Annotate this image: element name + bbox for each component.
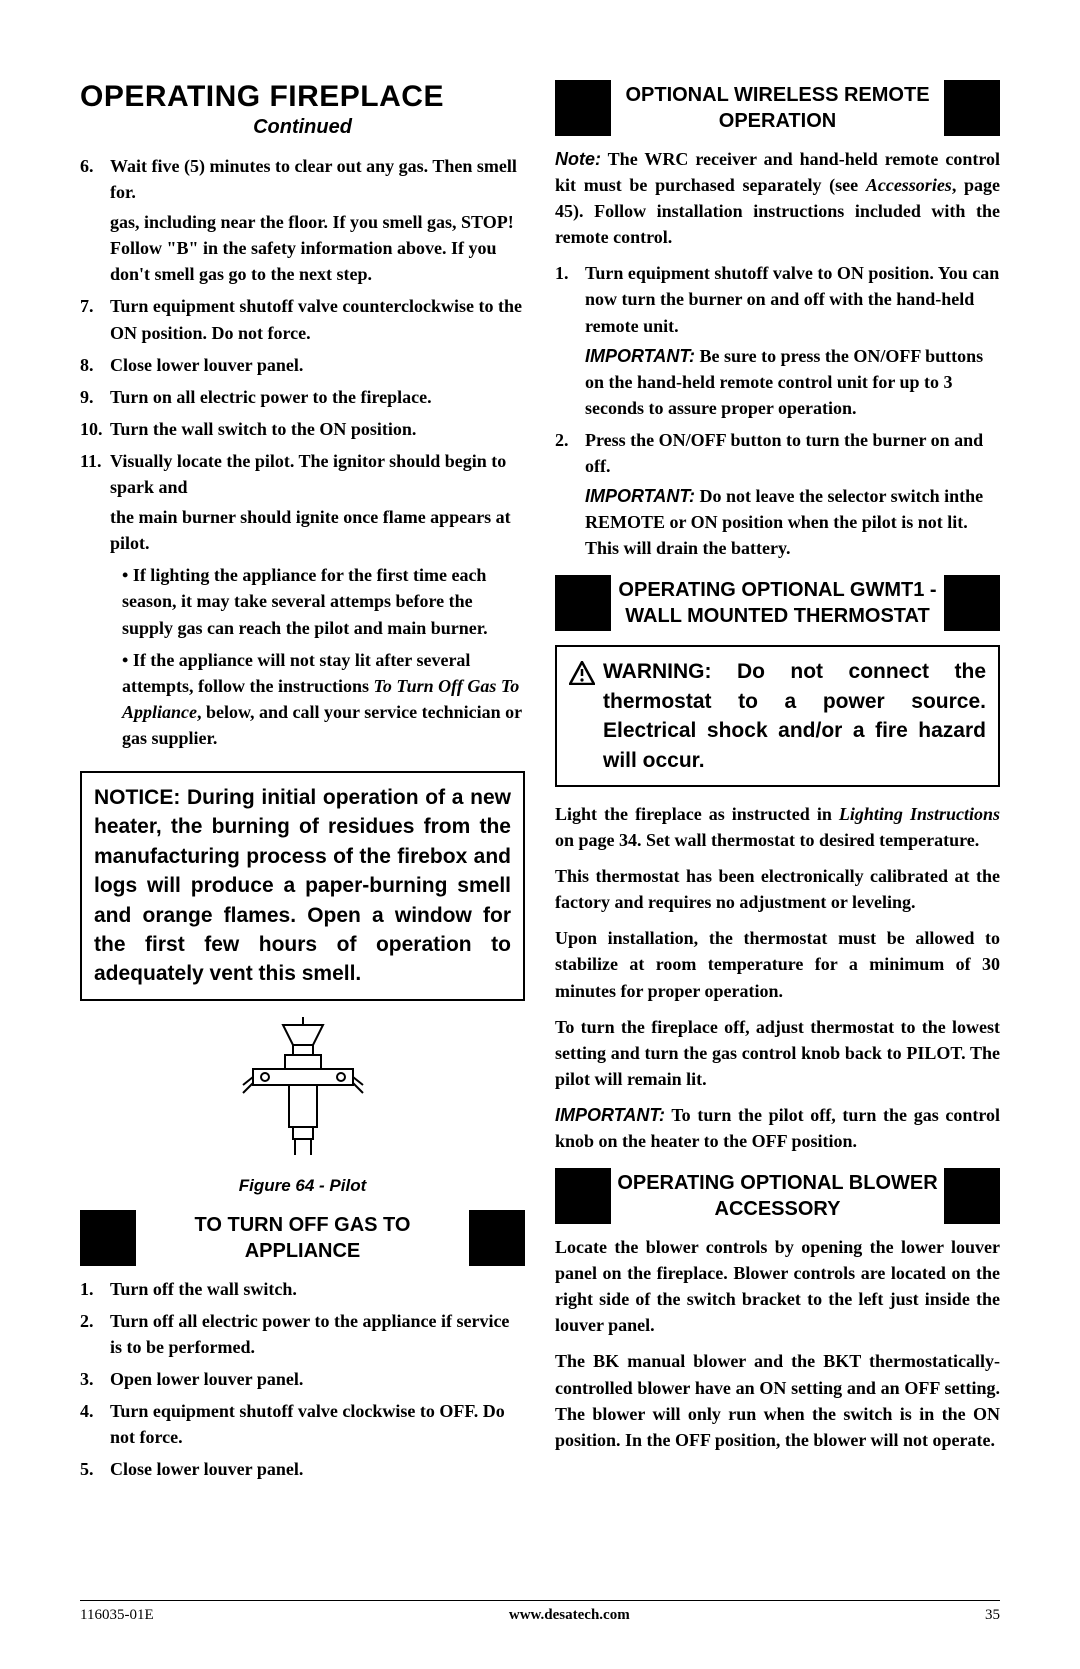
section-header-turnoff: TO TURN OFF GAS TO APPLIANCE (80, 1210, 525, 1266)
important-note: IMPORTANT: Be sure to press the ON/OFF b… (585, 343, 1000, 421)
step-number: 10. (80, 416, 110, 442)
header-bar (555, 575, 611, 631)
header-bar (80, 1210, 136, 1266)
header-bar (555, 80, 611, 136)
right-column: OPTIONAL WIRELESS REMOTE OPERATION Note:… (555, 80, 1000, 1488)
list-item: 3.Open lower louver panel. (80, 1366, 525, 1392)
list-item: 7. Turn equipment shutoff valve counterc… (80, 293, 525, 345)
list-item: 8. Close lower louver panel. (80, 352, 525, 378)
list-item: 10. Turn the wall switch to the ON posit… (80, 416, 525, 442)
list-item: 6. Wait five (5) minutes to clear out an… (80, 153, 525, 287)
blower-p2: The BK manual blower and the BKT thermos… (555, 1348, 1000, 1452)
notice-box: NOTICE: During initial operation of a ne… (80, 771, 525, 1001)
thermostat-p3: Upon installation, the thermostat must b… (555, 925, 1000, 1003)
left-column: OPERATING FIREPLACE Continued 6. Wait fi… (80, 80, 525, 1488)
section-header-thermostat: OPERATING OPTIONAL GWMT1 - WALL MOUNTED … (555, 575, 1000, 631)
header-bar (469, 1210, 525, 1266)
warning-icon (569, 661, 595, 685)
thermostat-p2: This thermostat has been electronically … (555, 863, 1000, 915)
pilot-figure (80, 1017, 525, 1172)
section-header-blower: OPERATING OPTIONAL BLOWER ACCESSORY (555, 1168, 1000, 1224)
section-header-wireless: OPTIONAL WIRELESS REMOTE OPERATION (555, 80, 1000, 136)
page-columns: OPERATING FIREPLACE Continued 6. Wait fi… (80, 80, 1000, 1488)
header-bar (944, 1168, 1000, 1224)
thermostat-p1: Light the fireplace as instructed in Lig… (555, 801, 1000, 853)
important-note: IMPORTANT: To turn the pilot off, turn t… (555, 1102, 1000, 1154)
step-number: 11. (80, 448, 110, 757)
pilot-icon (223, 1017, 383, 1167)
list-item: 2.Turn off all electric power to the app… (80, 1308, 525, 1360)
header-title: TO TURN OFF GAS TO APPLIANCE (136, 1210, 469, 1266)
header-bar (555, 1168, 611, 1224)
page-footer: 116035-01E www.desatech.com 35 (80, 1600, 1000, 1624)
blower-p1: Locate the blower controls by opening th… (555, 1234, 1000, 1338)
step-text: Turn equipment shutoff valve countercloc… (110, 293, 525, 345)
bullet-item: If the appliance will not stay lit after… (122, 647, 525, 751)
step-text: Visually locate the pilot. The ignitor s… (110, 451, 506, 497)
thermostat-p4: To turn the fireplace off, adjust thermo… (555, 1014, 1000, 1092)
step-text: Turn the wall switch to the ON position. (110, 416, 525, 442)
list-item: 1.Turn off the wall switch. (80, 1276, 525, 1302)
step-number: 8. (80, 352, 110, 378)
list-item: 9. Turn on all electric power to the fir… (80, 384, 525, 410)
bullet-item: If lighting the appliance for the first … (122, 562, 525, 640)
list-item: 11. Visually locate the pilot. The ignit… (80, 448, 525, 757)
list-item: 4.Turn equipment shutoff valve clockwise… (80, 1398, 525, 1450)
page-title: OPERATING FIREPLACE (80, 80, 525, 114)
footer-url: www.desatech.com (509, 1607, 630, 1624)
step-subtext: the main burner should ignite once flame… (110, 504, 525, 556)
header-title: OPTIONAL WIRELESS REMOTE OPERATION (611, 80, 944, 136)
footer-left: 116035-01E (80, 1607, 154, 1624)
header-bar (944, 80, 1000, 136)
wireless-steps: 1. Turn equipment shutoff valve to ON po… (555, 260, 1000, 561)
continued-label: Continued (80, 116, 525, 139)
operating-steps: 6. Wait five (5) minutes to clear out an… (80, 153, 525, 757)
turnoff-steps: 1.Turn off the wall switch. 2.Turn off a… (80, 1276, 525, 1483)
step-subtext: gas, including near the floor. If you sm… (110, 209, 525, 287)
figure-caption: Figure 64 - Pilot (80, 1176, 525, 1196)
step-text: Wait five (5) minutes to clear out any g… (110, 156, 517, 202)
step-number: 6. (80, 153, 110, 287)
page-number: 35 (985, 1607, 1000, 1624)
header-title: OPERATING OPTIONAL GWMT1 - WALL MOUNTED … (611, 575, 944, 631)
list-item: 5.Close lower louver panel. (80, 1456, 525, 1482)
header-title: OPERATING OPTIONAL BLOWER ACCESSORY (611, 1168, 944, 1224)
list-item: 1. Turn equipment shutoff valve to ON po… (555, 260, 1000, 421)
step-text: Turn on all electric power to the firepl… (110, 384, 525, 410)
step-number: 9. (80, 384, 110, 410)
step-number: 7. (80, 293, 110, 345)
wireless-note: Note: The WRC receiver and hand-held rem… (555, 146, 1000, 250)
warning-box: WARNING: Do not connect the thermostat t… (555, 645, 1000, 787)
header-bar (944, 575, 1000, 631)
list-item: 2. Press the ON/OFF button to turn the b… (555, 427, 1000, 561)
step-text: Close lower louver panel. (110, 352, 525, 378)
warning-text: WARNING: Do not connect the thermostat t… (603, 657, 986, 775)
important-note: IMPORTANT: Do not leave the selector swi… (585, 483, 1000, 561)
